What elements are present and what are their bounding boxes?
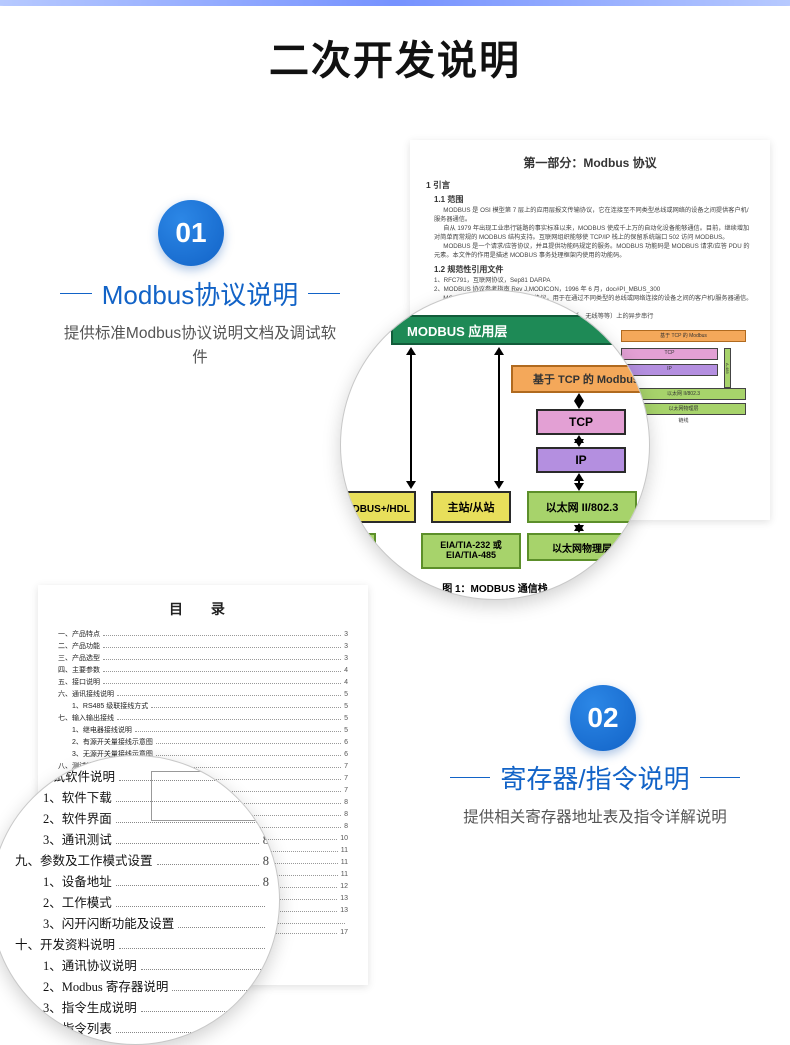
magnifier-toc: 八、测试软件说明1、软件下载72、软件界面73、通讯测试8九、参数及工作模式设置…: [0, 755, 280, 1045]
layer-phy: 物理层: [340, 533, 376, 561]
doc1-li1: 1、RFC791，互联网协议，Sep81 DARPA: [434, 277, 754, 286]
toc-mag-row: 3、闪开闪断功能及设置: [15, 913, 269, 934]
doc1-p1: MODBUS 是 OSI 模型第 7 层上的应用层报文传输协议，它在连接至不同类…: [434, 207, 754, 225]
sec2-heading-wrap: 寄存器/指令说明 提供相关寄存器地址表及指令详解说明: [450, 759, 740, 830]
toc-row: 二、产品功能3: [58, 641, 348, 653]
badge-02: 02: [570, 685, 636, 751]
doc1-p3: MODBUS 是一个请求/应答协议，并且提供功能码规定的服务。MODBUS 功能…: [434, 243, 754, 261]
toc-mag-row: 2、Modbus 寄存器说明: [15, 976, 269, 997]
toc-mag-row: 八、测试软件说明: [15, 766, 269, 787]
toc-mag-row: 十、开发资料说明: [15, 934, 269, 955]
toc-mag-row: 5、指令详解: [15, 1039, 269, 1045]
doc1-h11: 1.1 范围: [434, 194, 754, 205]
section-modbus: 第一部分：Modbus 协议 1 引言 1.1 范围 MODBUS 是 OSI …: [0, 150, 790, 550]
layer-eth: 以太网 II/802.3: [527, 491, 637, 523]
badge-01: 01: [158, 200, 224, 266]
toc-row: 1、继电器接线说明5: [58, 725, 348, 737]
diagram-caption: 图 1：MODBUS 通信栈: [341, 580, 649, 595]
doc1-h12: 1.2 规范性引用文件: [434, 264, 754, 275]
toc-row: 2、有源开关量接线示意图6: [58, 737, 348, 749]
layer-eia: EIA/TIA-232 或 EIA/TIA-485: [421, 533, 521, 569]
toc-row: 六、通讯接线说明5: [58, 689, 348, 701]
layer-tcpmodbus: 基于 TCP 的 Modbus: [511, 365, 650, 393]
section-registers: 目 录 一、产品特点3二、产品功能3三、产品选型3四、主要参数4五、接口说明4六…: [0, 585, 790, 1005]
sec2-subheading: 提供相关寄存器地址表及指令详解说明: [450, 806, 740, 830]
toc-row: 一、产品特点3: [58, 629, 348, 641]
layer-ip: IP: [536, 447, 626, 473]
doc1-p2: 自从 1979 年出现工业串行链路的事实标准以来，MODBUS 使成千上万的自动…: [434, 225, 754, 243]
sec1-heading-wrap: Modbus协议说明 提供标准Modbus协议说明文档及调试软件: [60, 275, 340, 370]
toc-mag-row: 2、软件界面7: [15, 808, 269, 829]
toc-row: 1、RS485 级联接线方式5: [58, 701, 348, 713]
mini-a485: A-485: [724, 348, 731, 388]
toc-mag-row: 3、指令生成说明: [15, 997, 269, 1018]
layer-app: MODBUS 应用层: [391, 315, 650, 345]
layer-ethphy: 以太网物理层: [527, 533, 637, 561]
toc-mag-list: 八、测试软件说明1、软件下载72、软件界面73、通讯测试8九、参数及工作模式设置…: [15, 766, 269, 1045]
toc-mag-row: 九、参数及工作模式设置8: [15, 850, 269, 871]
toc-mag-row: 1、软件下载7: [15, 787, 269, 808]
magnifier-diagram: MODBUS 应用层 基于 TCP 的 Modbus TCP IP 主站/从站 …: [340, 290, 650, 600]
toc-mag-row: 1、设备地址8: [15, 871, 269, 892]
layer-tcp: TCP: [536, 409, 626, 435]
doc1-h1: 1 引言: [426, 179, 754, 191]
doc1-title: 第一部分：Modbus 协议: [426, 154, 754, 171]
sec2-heading: 寄存器/指令说明: [490, 759, 699, 796]
toc-mag-row: 2、工作模式: [15, 892, 269, 913]
toc-mag-row: 3、通讯测试8: [15, 829, 269, 850]
toc-mag-row: 1、通讯协议说明: [15, 955, 269, 976]
page-title: 二次开发说明: [0, 28, 790, 86]
top-accent: [0, 0, 790, 6]
sec1-subheading: 提供标准Modbus协议说明文档及调试软件: [60, 322, 340, 370]
layer-masterslave: 主站/从站: [431, 491, 511, 523]
toc-mag-row: 4、指令列表: [15, 1018, 269, 1039]
toc-row: 五、接口说明4: [58, 677, 348, 689]
toc-row: 四、主要参数4: [58, 665, 348, 677]
layer-dbushdl: ）DBUS+/HDL: [340, 491, 416, 523]
toc-title: 目 录: [58, 599, 348, 619]
toc-row: 三、产品选型3: [58, 653, 348, 665]
toc-row: 七、输入输出接线5: [58, 713, 348, 725]
sec1-heading: Modbus协议说明: [92, 275, 309, 312]
